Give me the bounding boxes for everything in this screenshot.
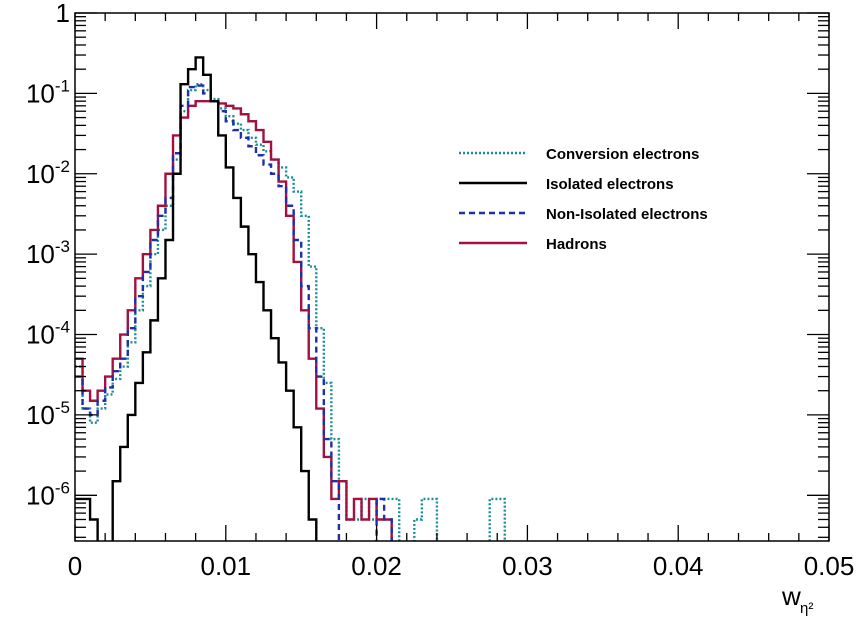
x-tick-label: 0.04 [653, 551, 704, 581]
x-axis-label-subscript: η² [800, 600, 813, 617]
series-layer [75, 56, 506, 541]
y-tick-label: 10-6 [26, 478, 70, 510]
y-tick-label: 1 [56, 0, 70, 28]
x-tick-label: 0.03 [502, 551, 553, 581]
x-tick-label: 0.02 [351, 551, 402, 581]
x-tick-label: 0.01 [200, 551, 251, 581]
x-tick-label: 0.05 [804, 551, 855, 581]
x-axis-label: w [781, 581, 801, 611]
legend: Conversion electrons Isolated electrons No… [459, 146, 708, 253]
labels-layer: 0 0.01 0.02 0.03 0.04 0.05110-110-210-310-410… [26, 0, 854, 581]
legend-label: Conversion electrons [546, 146, 699, 163]
legend-label: Isolated electrons [546, 176, 674, 193]
plot-frame [74, 12, 830, 542]
legend-label: Hadrons [546, 236, 607, 253]
ticks-layer [74, 12, 830, 541]
y-tick-label: 10-1 [26, 76, 70, 108]
series-line-isolated-electrons [75, 56, 318, 541]
x-tick-label: 0 [68, 551, 82, 581]
legend-label: Non-Isolated electrons [546, 206, 708, 223]
